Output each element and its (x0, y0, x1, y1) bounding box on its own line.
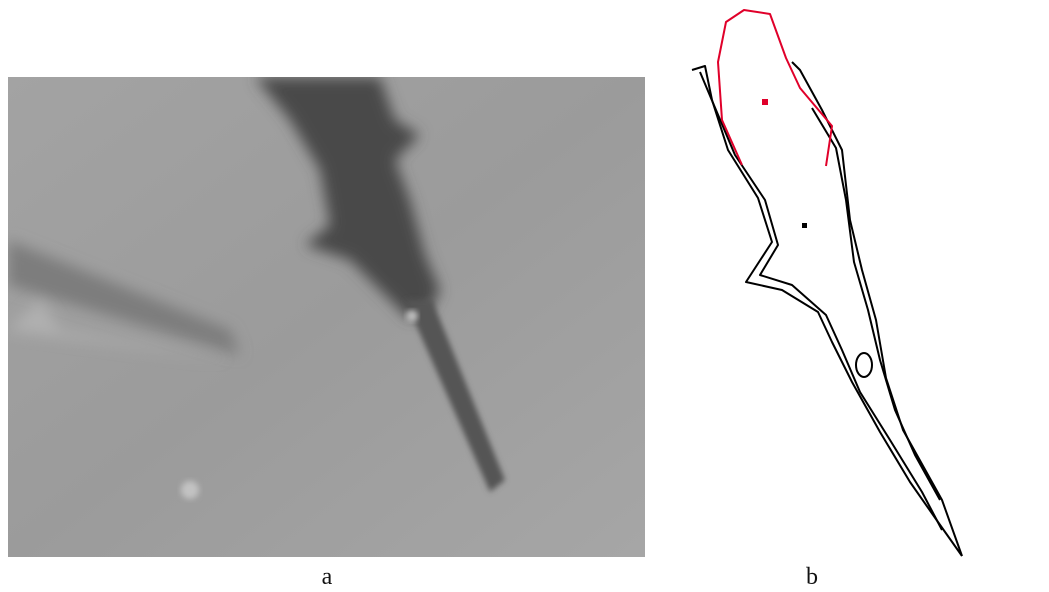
panel-label: b (806, 564, 818, 590)
nucleus-contour (855, 352, 873, 378)
red-centroid (762, 99, 768, 105)
outer-contour (691, 65, 963, 557)
red-contour (717, 9, 833, 167)
black-centroid (802, 223, 807, 228)
streak-light (8, 300, 230, 360)
cell-body (255, 77, 440, 320)
streak (8, 240, 240, 355)
inner-contour-right (811, 107, 941, 501)
inner-contour (699, 71, 943, 531)
panel-b-contours (691, 9, 963, 557)
panel-a-image (8, 77, 645, 557)
cell-tail (405, 300, 505, 492)
spot (181, 481, 199, 499)
outer-contour-right (791, 61, 963, 557)
panel-label: a (322, 564, 333, 590)
nucleus (406, 310, 418, 322)
